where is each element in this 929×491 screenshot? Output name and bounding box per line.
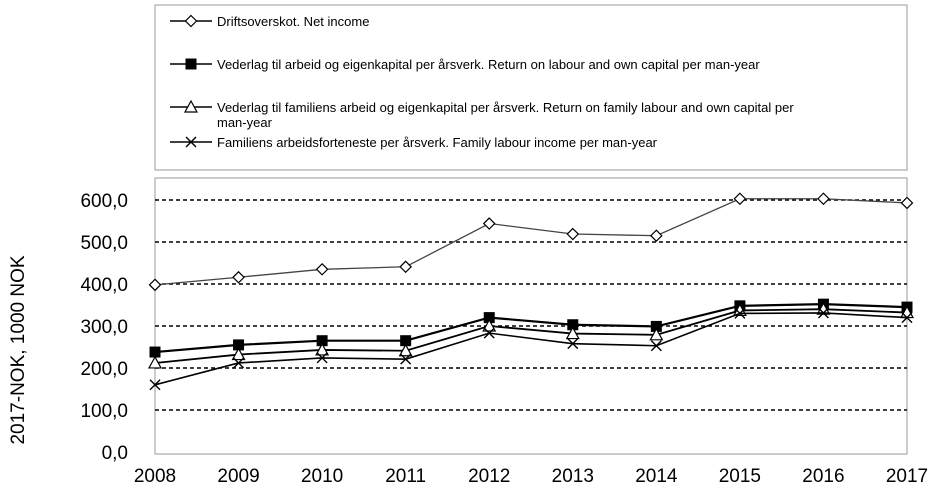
data-point-square xyxy=(149,346,161,358)
y-axis: 0,0 100,0 200,0 300,0 400,0 500,0 600,0 xyxy=(80,191,128,464)
plot-area xyxy=(154,177,908,455)
data-point-diamond xyxy=(399,260,413,274)
data-point-triangle xyxy=(816,301,831,315)
legend-entry-2: Vederlag til arbeid og eigenkapital per … xyxy=(170,57,760,72)
data-point-diamond xyxy=(482,217,496,230)
x-tick-label: 2013 xyxy=(552,466,594,487)
legend-label: Familiens arbeidsforteneste per årsverk.… xyxy=(217,135,658,150)
x-tick-label: 2016 xyxy=(802,466,844,487)
data-point-square xyxy=(567,319,579,331)
data-point-square xyxy=(483,312,495,324)
data-point-x xyxy=(567,338,579,350)
data-point-x xyxy=(901,312,913,324)
data-point-square xyxy=(650,320,662,332)
data-point-triangle xyxy=(482,318,497,332)
x-tick-label: 2012 xyxy=(468,466,510,487)
y-tick-label: 600,0 xyxy=(80,191,128,212)
x-tick-label: 2015 xyxy=(719,466,761,487)
y-tick-label: 400,0 xyxy=(80,275,128,296)
y-tick-label: 100,0 xyxy=(80,401,128,422)
data-point-triangle xyxy=(231,347,246,361)
series-line xyxy=(154,312,908,386)
x-tick-label: 2008 xyxy=(134,466,176,487)
data-point-x xyxy=(650,340,662,352)
series-4 xyxy=(149,307,913,391)
data-point-x xyxy=(233,357,245,369)
x-axis: 2008 2009 2010 2011 2012 2013 2014 2015 2016 2017 xyxy=(134,466,928,487)
data-point-triangle xyxy=(183,99,199,113)
y-tick-label: 200,0 xyxy=(80,359,128,380)
legend-entry-1: Driftsoverskot. Net income xyxy=(170,14,369,29)
legend-label: Vederlag til familiens arbeid og eigenka… xyxy=(217,100,794,130)
y-tick-label: 300,0 xyxy=(80,317,128,338)
legend-label: Driftsoverskot. Net income xyxy=(217,14,369,29)
data-point-x xyxy=(817,307,829,319)
legend-entry-4: Familiens arbeidsforteneste per årsverk.… xyxy=(170,135,658,150)
data-point-triangle xyxy=(315,342,330,356)
x-tick-label: 2010 xyxy=(301,466,343,487)
x-tick-label: 2017 xyxy=(886,466,928,487)
data-point-diamond xyxy=(649,229,663,243)
data-point-triangle xyxy=(398,343,413,357)
data-point-triangle xyxy=(649,327,664,341)
data-point-diamond xyxy=(817,192,830,206)
x-tick-label: 2009 xyxy=(217,466,259,487)
data-point-square xyxy=(185,58,197,70)
data-point-diamond xyxy=(733,192,747,206)
data-point-x xyxy=(483,327,495,339)
data-point-diamond xyxy=(900,196,914,210)
legend-box xyxy=(154,4,908,171)
data-point-square xyxy=(233,339,245,351)
data-point-x xyxy=(400,353,412,365)
data-point-square xyxy=(400,335,412,347)
x-tick-label: 2014 xyxy=(635,466,678,487)
data-point-diamond xyxy=(232,270,245,284)
series-line xyxy=(154,303,908,354)
data-point-square xyxy=(316,335,328,347)
legend-entry-3: Vederlag til familiens arbeid og eigenka… xyxy=(170,99,794,130)
legend: Driftsoverskot. Net income Vederlag til a… xyxy=(170,14,794,150)
y-tick-label: 0,0 xyxy=(102,443,128,464)
legend-label: Vederlag til arbeid og eigenkapital per … xyxy=(217,57,760,72)
grid xyxy=(155,199,907,411)
data-point-triangle xyxy=(147,355,163,369)
data-point-diamond xyxy=(184,14,198,28)
series-line xyxy=(154,198,908,286)
data-point-diamond xyxy=(315,262,329,276)
data-point-x xyxy=(185,136,197,148)
data-point-diamond xyxy=(566,227,580,241)
data-point-x xyxy=(149,379,161,391)
data-point-x xyxy=(316,352,328,364)
x-tick-label: 2011 xyxy=(385,466,426,487)
series-line xyxy=(154,308,908,364)
data-point-x xyxy=(734,307,746,319)
data-point-diamond xyxy=(148,278,162,292)
series-layer xyxy=(147,192,915,391)
y-axis-title: 2017-NOK, 1000 NOK xyxy=(8,255,29,444)
data-point-triangle xyxy=(565,326,580,340)
series-1 xyxy=(148,192,914,292)
y-tick-label: 500,0 xyxy=(80,233,128,254)
